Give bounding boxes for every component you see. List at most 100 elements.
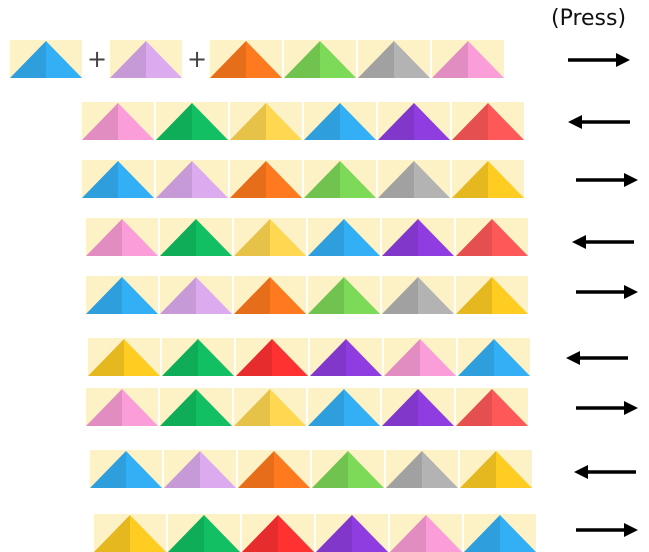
triangle-icon (432, 41, 504, 78)
triangle-tile (378, 102, 450, 140)
triangle-row (86, 388, 530, 426)
triangle-tile (86, 388, 158, 426)
triangle-icon (452, 161, 524, 198)
arrow-right-icon (574, 398, 638, 418)
triangle-icon (234, 277, 306, 314)
triangle-icon (230, 161, 302, 198)
triangle-icon (308, 389, 380, 426)
triangle-tile (378, 160, 450, 198)
triangle-tile (90, 450, 162, 488)
arrow-right-icon (574, 520, 638, 540)
triangle-tile (156, 102, 228, 140)
triangle-row (86, 276, 530, 314)
triangle-tile (464, 514, 536, 552)
press-label: (Press) (551, 6, 627, 31)
arrow-right-icon (574, 282, 638, 302)
triangle-icon (382, 389, 454, 426)
triangle-tile (10, 40, 82, 78)
triangle-icon (164, 451, 236, 488)
triangle-icon (94, 515, 166, 552)
triangle-tile (86, 276, 158, 314)
triangle-icon (284, 41, 356, 78)
triangle-tile (304, 102, 376, 140)
triangle-row (90, 450, 534, 488)
triangle-tile (94, 514, 166, 552)
triangle-tile (456, 276, 528, 314)
triangle-icon (162, 339, 234, 376)
triangle-tile (382, 218, 454, 256)
arrow-left-icon (574, 462, 638, 482)
triangle-icon (378, 103, 450, 140)
triangle-icon (156, 103, 228, 140)
triangle-icon (386, 451, 458, 488)
triangle-tile (82, 160, 154, 198)
triangle-icon (230, 103, 302, 140)
triangle-icon (242, 515, 314, 552)
triangle-tile (452, 160, 524, 198)
triangle-tile (316, 514, 388, 552)
triangle-icon (160, 389, 232, 426)
triangle-icon (236, 339, 308, 376)
triangle-tile (236, 338, 308, 376)
triangle-tile (456, 218, 528, 256)
triangle-icon (308, 277, 380, 314)
triangle-tile (312, 450, 384, 488)
triangle-icon (10, 41, 82, 78)
triangle-tile (210, 40, 282, 78)
triangle-icon (88, 339, 160, 376)
triangle-tile (234, 276, 306, 314)
triangle-row: + + (10, 40, 506, 78)
triangle-icon (456, 277, 528, 314)
triangle-tile (384, 338, 456, 376)
triangle-tile (304, 160, 376, 198)
triangle-icon (156, 161, 228, 198)
triangle-icon (168, 515, 240, 552)
triangle-tile (308, 276, 380, 314)
triangle-icon (456, 219, 528, 256)
triangle-tile (168, 514, 240, 552)
triangle-row (88, 338, 532, 376)
triangle-tile (234, 218, 306, 256)
triangle-row (94, 514, 538, 552)
triangle-row (82, 102, 526, 140)
triangle-tile (162, 338, 234, 376)
triangle-tile (230, 160, 302, 198)
triangle-icon (464, 515, 536, 552)
triangle-tile (386, 450, 458, 488)
triangle-tile (308, 218, 380, 256)
triangle-tile (308, 388, 380, 426)
triangle-icon (310, 339, 382, 376)
triangle-icon (238, 451, 310, 488)
triangle-icon (304, 103, 376, 140)
triangle-tile (160, 388, 232, 426)
triangle-tile (452, 102, 524, 140)
arrow-right-icon (566, 50, 630, 70)
triangle-icon (458, 339, 530, 376)
triangle-icon (358, 41, 430, 78)
triangle-icon (456, 389, 528, 426)
triangle-icon (316, 515, 388, 552)
arrow-right-icon (574, 170, 638, 190)
triangle-tile (160, 276, 232, 314)
triangle-icon (378, 161, 450, 198)
triangle-tile (234, 388, 306, 426)
triangle-icon (82, 161, 154, 198)
triangle-tile (88, 338, 160, 376)
triangle-tile (82, 102, 154, 140)
triangle-icon (460, 451, 532, 488)
triangle-icon (234, 219, 306, 256)
triangle-row (86, 218, 530, 256)
triangle-tile (310, 338, 382, 376)
arrow-left-icon (568, 112, 632, 132)
triangle-icon (160, 277, 232, 314)
triangle-tile (390, 514, 462, 552)
triangle-tile (238, 450, 310, 488)
triangle-tile (432, 40, 504, 78)
triangle-tile (382, 276, 454, 314)
triangle-icon (234, 389, 306, 426)
triangle-icon (390, 515, 462, 552)
triangle-tile (230, 102, 302, 140)
triangle-tile (358, 40, 430, 78)
triangle-icon (160, 219, 232, 256)
triangle-icon (312, 451, 384, 488)
